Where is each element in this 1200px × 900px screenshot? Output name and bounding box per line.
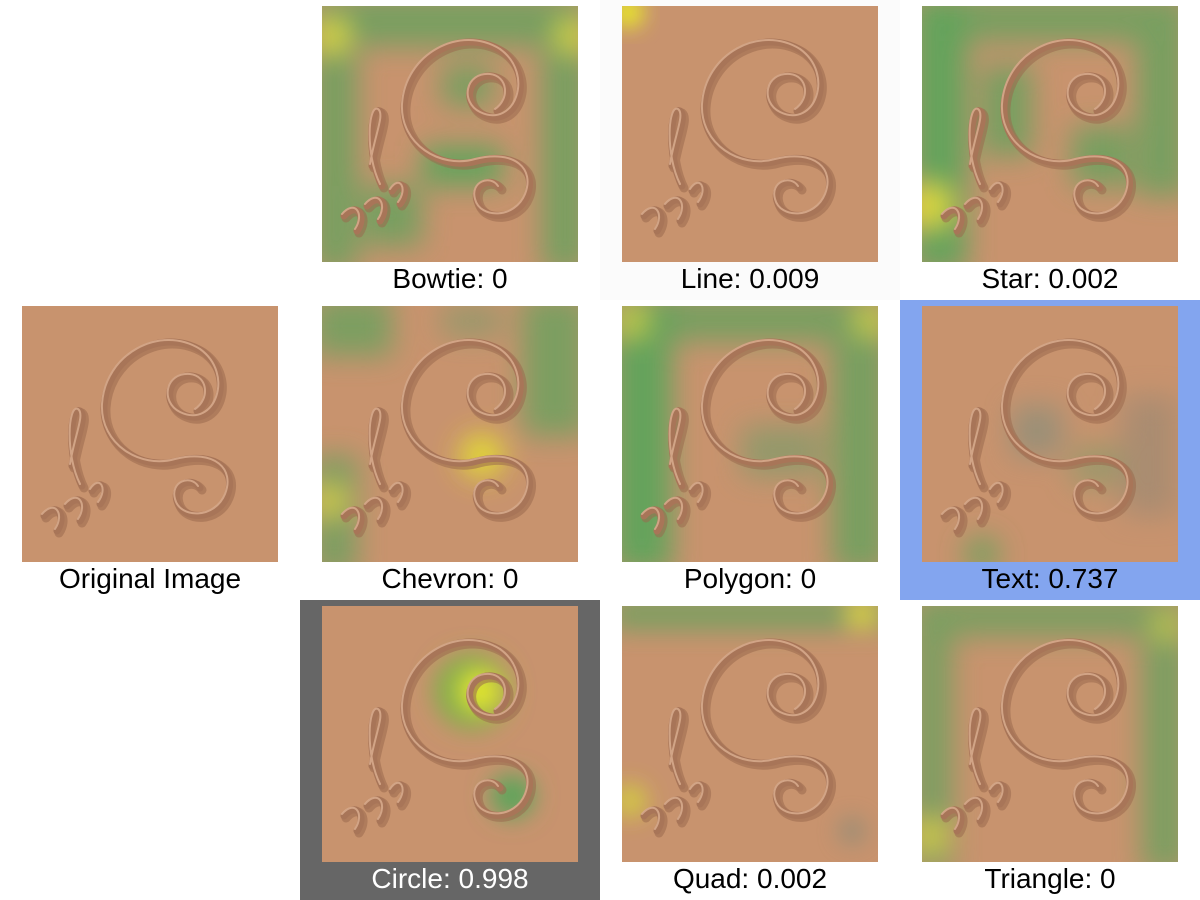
caption-triangle: Triangle: 0 — [984, 863, 1116, 894]
panel-chevron: Chevron: 0 — [300, 300, 600, 600]
heatmap-image-star — [922, 6, 1178, 262]
heatmap-image-bowtie — [322, 6, 578, 262]
caption-circle: Circle: 0.998 — [371, 863, 529, 894]
caption-star: Star: 0.002 — [981, 263, 1119, 294]
heatmap-overlay — [622, 306, 878, 562]
heatmap-overlay — [322, 6, 578, 262]
embossed-swirl-image — [22, 306, 278, 562]
heatmap-overlay — [922, 306, 1178, 562]
panel-polygon: Polygon: 0 — [600, 300, 900, 600]
heatmap-overlay — [322, 306, 578, 562]
panel-circle: Circle: 0.998 — [300, 600, 600, 900]
heatmap-image-line — [622, 6, 878, 262]
caption-text: Text: 0.737 — [981, 563, 1119, 594]
heatmap-overlay — [622, 6, 878, 262]
heatmap-image-triangle — [922, 606, 1178, 862]
panel-triangle: Triangle: 0 — [900, 600, 1200, 900]
heatmap-image-circle — [322, 606, 578, 862]
original-image-panel: Original Image — [0, 300, 300, 600]
panel-text: Text: 0.737 — [900, 300, 1200, 600]
panel-quad: Quad: 0.002 — [600, 600, 900, 900]
heatmap-image-polygon — [622, 306, 878, 562]
original-image-caption: Original Image — [58, 563, 242, 594]
heatmap-overlay — [922, 6, 1178, 262]
heatmap-overlay — [922, 606, 1178, 862]
heatmap-image-text — [922, 306, 1178, 562]
heatmap-overlay — [322, 606, 578, 862]
caption-quad: Quad: 0.002 — [672, 863, 828, 894]
original-image — [22, 306, 278, 562]
caption-polygon: Polygon: 0 — [683, 563, 817, 594]
caption-bowtie: Bowtie: 0 — [392, 263, 508, 294]
panel-star: Star: 0.002 — [900, 0, 1200, 300]
heatmap-image-quad — [622, 606, 878, 862]
heatmap-image-chevron — [322, 306, 578, 562]
caption-line: Line: 0.009 — [680, 263, 820, 294]
panel-bowtie: Bowtie: 0 — [300, 0, 600, 300]
panel-line: Line: 0.009 — [600, 0, 900, 300]
heatmap-overlay — [622, 606, 878, 862]
caption-chevron: Chevron: 0 — [381, 563, 519, 594]
